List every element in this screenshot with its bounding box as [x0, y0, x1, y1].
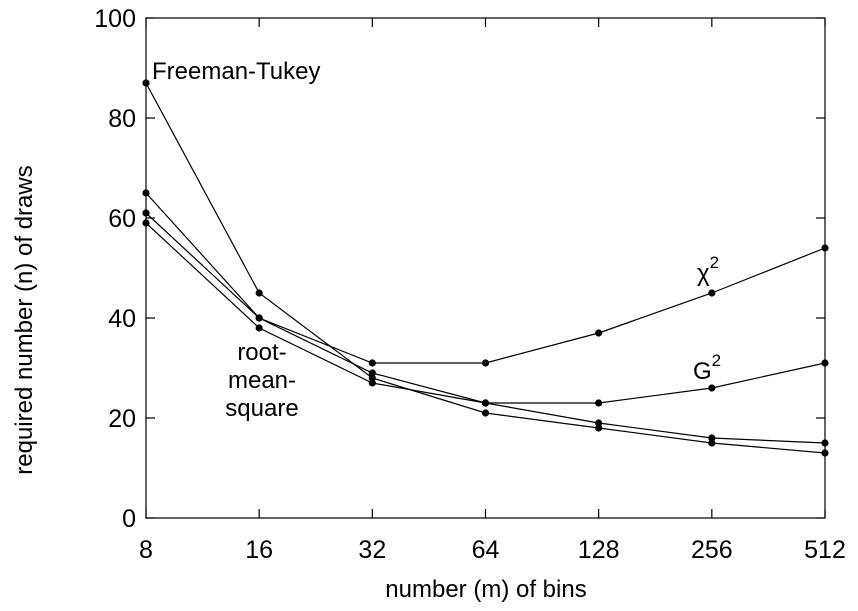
- data-point-freeman-tukey: [368, 374, 376, 382]
- data-point-freeman-tukey: [708, 439, 716, 447]
- annotation-g-squared: G2: [693, 351, 721, 385]
- data-point-g2: [142, 209, 150, 217]
- data-point-root-mean-square: [708, 434, 716, 442]
- annotation-freeman-tukey: Freeman-Tukey: [152, 58, 321, 85]
- x-tick-label: 512: [804, 536, 846, 564]
- data-point-2: [595, 329, 603, 337]
- data-point-root-mean-square: [368, 379, 376, 387]
- data-point-2: [708, 289, 716, 297]
- data-point-freeman-tukey: [142, 79, 150, 87]
- data-point-root-mean-square: [595, 419, 603, 427]
- x-axis-label: number (m) of bins: [385, 576, 586, 603]
- data-point-2: [481, 359, 490, 367]
- x-tick-label: 256: [691, 536, 733, 564]
- y-tick-label: 100: [94, 5, 136, 33]
- y-tick-label: 0: [122, 505, 136, 533]
- data-point-freeman-tukey: [595, 424, 603, 432]
- data-point-freeman-tukey: [481, 409, 490, 417]
- g-symbol: G: [693, 358, 712, 385]
- chi-symbol: χ: [697, 260, 710, 287]
- x-tick-label: 16: [245, 536, 273, 564]
- data-point-2: [821, 244, 829, 252]
- y-tick-labels: 0 20 40 60 80 100: [94, 5, 136, 533]
- plot-border: [145, 17, 826, 519]
- annotation-rms-line2: mean-: [228, 367, 296, 394]
- data-point-freeman-tukey: [821, 449, 829, 457]
- series-group: [142, 79, 829, 457]
- data-point-root-mean-square: [142, 219, 150, 227]
- y-axis-label: required number (n) of draws: [11, 165, 38, 474]
- data-point-g2: [821, 359, 829, 367]
- plot-frame: [145, 17, 826, 519]
- data-point-g2: [595, 399, 603, 407]
- x-tick-label: 8: [139, 536, 153, 564]
- data-point-g2: [708, 384, 716, 392]
- y-tick-label: 80: [108, 105, 136, 133]
- data-point-root-mean-square: [821, 439, 829, 447]
- data-point-g2: [255, 314, 263, 322]
- data-point-g2: [368, 369, 376, 377]
- x-tick-label: 64: [472, 536, 500, 564]
- data-point-root-mean-square: [255, 324, 263, 332]
- x-tick-label: 32: [358, 536, 386, 564]
- x-tick-labels: 8 16 32 64 128 256 512: [139, 536, 846, 564]
- annotation-chi-squared: χ2: [697, 253, 719, 287]
- y-tick-label: 60: [108, 205, 136, 233]
- data-point-2: [368, 359, 376, 367]
- data-point-freeman-tukey: [255, 289, 263, 297]
- x-tick-label: 128: [578, 536, 620, 564]
- data-point-root-mean-square: [481, 399, 490, 407]
- series-line-2: [145, 192, 826, 364]
- y-tick-label: 20: [108, 405, 136, 433]
- annotation-rms-line3: square: [225, 395, 298, 422]
- annotation-rms-line1: root-: [237, 339, 286, 366]
- y-tick-label: 40: [108, 305, 136, 333]
- data-point-2: [142, 189, 150, 197]
- g-superscript: 2: [712, 351, 721, 370]
- chi-superscript: 2: [710, 253, 719, 272]
